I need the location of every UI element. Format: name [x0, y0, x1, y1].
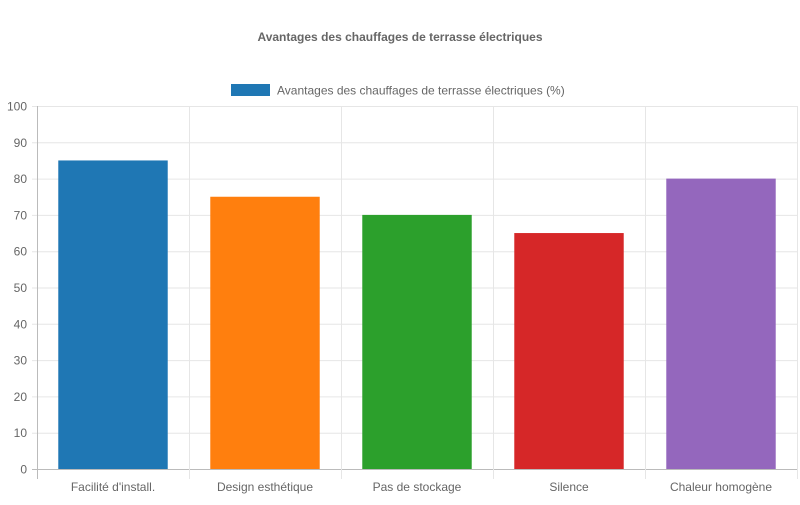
- bar: [58, 160, 168, 469]
- bar: [362, 214, 472, 469]
- y-tick-label: 70: [14, 208, 28, 222]
- y-tick-label: 0: [20, 463, 27, 477]
- bar: [666, 178, 776, 469]
- x-tick-label: Design esthétique: [217, 480, 313, 494]
- y-tick-label: 100: [7, 100, 27, 114]
- x-tick-label: Facilité d'install.: [71, 480, 155, 494]
- x-tick-label: Chaleur homogène: [670, 480, 772, 494]
- x-tick-label: Pas de stockage: [373, 480, 462, 494]
- y-tick-label: 50: [14, 281, 28, 295]
- bar: [514, 233, 624, 469]
- y-tick-label: 10: [14, 426, 28, 440]
- legend-swatch[interactable]: [231, 84, 270, 96]
- y-tick-label: 80: [14, 172, 28, 186]
- chart-title: Avantages des chauffages de terrasse éle…: [257, 30, 542, 44]
- y-tick-label: 40: [14, 317, 28, 331]
- legend-label[interactable]: Avantages des chauffages de terrasse éle…: [277, 84, 565, 98]
- y-tick-label: 20: [14, 390, 28, 404]
- y-tick-label: 60: [14, 245, 28, 259]
- x-tick-label: Silence: [549, 480, 589, 494]
- y-tick-label: 90: [14, 136, 28, 150]
- y-tick-label: 30: [14, 354, 28, 368]
- bar: [210, 196, 320, 469]
